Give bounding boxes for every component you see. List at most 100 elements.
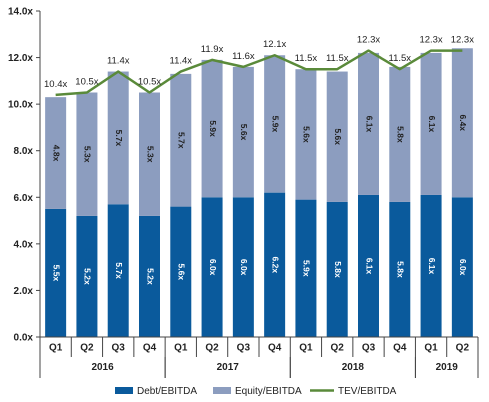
y-tick-label: 0.0x [14, 333, 34, 344]
year-label: 2019 [436, 362, 459, 373]
y-tick-label: 4.0x [14, 239, 34, 250]
quarter-label: Q1 [424, 343, 438, 354]
quarter-label: Q3 [237, 343, 251, 354]
equity-value-label: 5.3x [83, 146, 93, 163]
debt-value-label: 6.0x [239, 259, 249, 276]
tev-value-label: 10.4x [44, 79, 67, 90]
bar-equity-ebitda [451, 48, 473, 198]
quarter-label: Q2 [456, 343, 470, 354]
bar-debt-ebitda [76, 215, 98, 337]
debt-value-label: 5.5x [51, 265, 61, 282]
debt-value-label: 5.8x [396, 261, 406, 278]
legend-label: Equity/EBITDA [235, 386, 302, 397]
equity-value-label: 5.3x [145, 146, 155, 163]
quarter-label: Q1 [174, 343, 188, 354]
equity-value-label: 5.7x [177, 132, 187, 149]
debt-value-label: 6.1x [427, 258, 437, 275]
equity-value-label: 5.6x [333, 128, 343, 145]
equity-value-label: 4.8x [51, 145, 61, 162]
bar-debt-ebitda [295, 199, 317, 337]
year-label: 2017 [217, 362, 240, 373]
quarter-label: Q2 [80, 343, 94, 354]
tev-value-label: 11.5x [295, 53, 318, 64]
equity-value-label: 5.9x [270, 116, 280, 133]
bar-debt-ebitda [107, 204, 129, 337]
bar-debt-ebitda [232, 197, 254, 337]
y-tick-label: 2.0x [14, 286, 34, 297]
quarter-label: Q2 [331, 343, 345, 354]
bar-equity-ebitda [389, 66, 411, 202]
bar-equity-ebitda [76, 92, 98, 216]
bar-debt-ebitda [170, 206, 192, 337]
tev-value-label: 12.3x [419, 35, 442, 46]
tev-value-label: 11.4x [170, 56, 193, 67]
bar-debt-ebitda [201, 197, 223, 337]
y-tick-label: 12.0x [8, 53, 33, 64]
quarter-label: Q4 [143, 343, 157, 354]
bar-equity-ebitda [170, 73, 192, 207]
bar-equity-ebitda [420, 52, 442, 195]
bar-equity-ebitda [326, 71, 348, 202]
bar-equity-ebitda [107, 71, 129, 205]
legend: Debt/EBITDA Equity/EBITDA TEV/EBITDA [115, 386, 397, 397]
bar-equity-ebitda [201, 59, 223, 198]
bar-equity-ebitda [45, 97, 67, 209]
year-label: 2018 [342, 362, 365, 373]
y-tick-label: 8.0x [14, 146, 34, 157]
bars: 5.5x 4.8x 5.2x 5.3x 5.7x 5.7x 5.2x 5.3x 5.6x 5.7x… [45, 48, 473, 337]
bar-equity-ebitda [358, 52, 379, 195]
quarter-label: Q1 [49, 343, 63, 354]
equity-value-label: 6.1x [427, 116, 437, 133]
y-tick-label: 14.0x [8, 7, 33, 18]
bar-debt-ebitda [451, 197, 473, 337]
bar-debt-ebitda [358, 194, 379, 337]
quarter-label: Q1 [299, 343, 313, 354]
tev-value-label: 12.3x [357, 35, 380, 46]
tev-value-label: 10.5x [75, 77, 98, 88]
y-tick-label: 10.0x [8, 100, 33, 111]
legend-swatch [115, 387, 133, 394]
bar-debt-ebitda [139, 215, 160, 337]
bar-debt-ebitda [420, 194, 442, 337]
bar-equity-ebitda [232, 66, 254, 198]
legend-swatch [213, 387, 231, 394]
bar-equity-ebitda [295, 69, 317, 200]
bar-equity-ebitda [139, 92, 160, 216]
equity-value-label: 5.6x [239, 124, 249, 141]
y-tick-label: 6.0x [14, 193, 34, 204]
equity-value-label: 5.8x [396, 126, 406, 143]
legend-label: TEV/EBITDA [338, 386, 397, 397]
equity-value-label: 5.6x [302, 126, 312, 143]
debt-value-label: 5.9x [302, 260, 312, 277]
quarter-label: Q3 [362, 343, 376, 354]
tev-value-label: 11.6x [232, 51, 255, 62]
tev-value-label: 11.5x [326, 53, 349, 64]
debt-value-label: 6.0x [208, 259, 218, 276]
tev-value-label: 11.9x [201, 44, 224, 55]
tev-ebitda-line [55, 49, 463, 97]
tev-line: 10.4x 10.5x 11.4x 10.5x 11.4x 11.9x 11.6x 12.1x… [44, 35, 474, 97]
quarter-label: Q4 [268, 343, 282, 354]
year-label: 2016 [91, 362, 114, 373]
legend-label: Debt/EBITDA [137, 386, 197, 397]
bar-debt-ebitda [264, 192, 286, 337]
tev-value-label: 11.5x [389, 53, 412, 64]
tev-value-label: 10.5x [138, 77, 161, 88]
x-axis: Q1 Q2 Q3 Q4 Q1 Q2 Q3 Q4 Q1 Q2 Q3 Q4 Q1 Q2 2016 2017 2018… [39, 336, 479, 378]
debt-value-label: 5.6x [177, 264, 187, 281]
debt-value-label: 6.2x [270, 257, 280, 274]
debt-value-label: 6.0x [458, 259, 468, 276]
quarter-label: Q4 [393, 343, 407, 354]
bar-debt-ebitda [326, 201, 348, 337]
debt-value-label: 5.7x [114, 262, 124, 279]
quarter-label: Q2 [205, 343, 219, 354]
bar-debt-ebitda [45, 208, 67, 337]
bar-equity-ebitda [264, 55, 286, 193]
bar-debt-ebitda [389, 201, 411, 337]
tev-value-label: 12.1x [263, 39, 286, 50]
tev-value-label: 12.3x [451, 35, 474, 46]
y-axis: 0.0x 2.0x 4.0x 6.0x 8.0x 10.0x 12.0x 14.0x [8, 7, 41, 344]
debt-value-label: 5.2x [83, 268, 93, 285]
